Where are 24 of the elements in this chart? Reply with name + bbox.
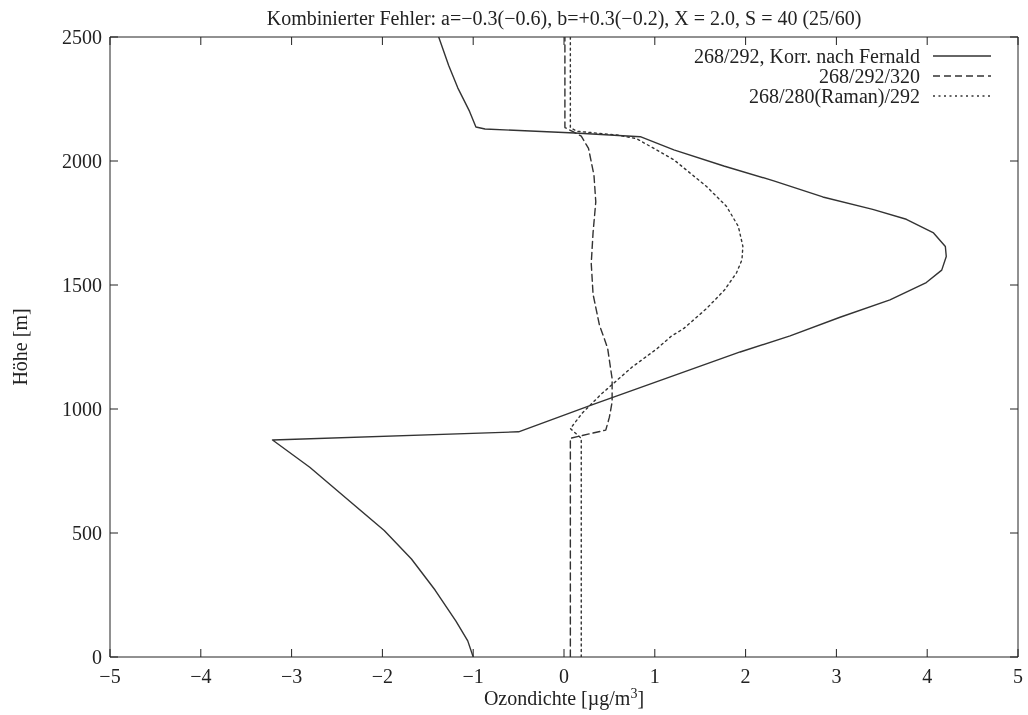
line-series bbox=[271, 37, 947, 657]
x-tick-label: 0 bbox=[559, 665, 569, 688]
x-tick-label: 2 bbox=[740, 665, 751, 688]
y-tick-label: 500 bbox=[72, 522, 102, 545]
x-tick-label: 1 bbox=[649, 665, 660, 688]
x-tick-label: −1 bbox=[462, 665, 484, 688]
y-tick-label: 1500 bbox=[62, 274, 102, 297]
legend-label: 268/292/320 bbox=[818, 65, 920, 87]
y-tick-label: 1000 bbox=[62, 398, 102, 421]
y-tick-label: 2500 bbox=[62, 26, 102, 49]
legend-label: 268/280(Raman)/292 bbox=[748, 85, 920, 107]
legend-label: 268/292, Korr. nach Fernald bbox=[693, 45, 920, 67]
y-axis-title: Höhe [m] bbox=[9, 308, 31, 386]
x-tick-label: 3 bbox=[831, 665, 842, 688]
x-tick-label: −5 bbox=[99, 665, 121, 688]
x-tick-label: −2 bbox=[371, 665, 394, 688]
y-tick-label: 2000 bbox=[62, 150, 102, 173]
x-tick-label: 5 bbox=[1013, 665, 1023, 688]
chart-title: Kombinierter Fehler: a=−0.3(−0.6), b=+0.3(−0.2), X = 2.0, S = 40 (25/60) bbox=[265, 6, 863, 30]
x-tick-label: −3 bbox=[280, 665, 303, 688]
x-axis-title: Ozondichte [µg/m$^{3}$] bbox=[483, 685, 645, 710]
x-tick-label: 4 bbox=[922, 665, 933, 688]
y-tick-label: 0 bbox=[92, 646, 102, 669]
x-tick-label: −4 bbox=[190, 665, 212, 688]
